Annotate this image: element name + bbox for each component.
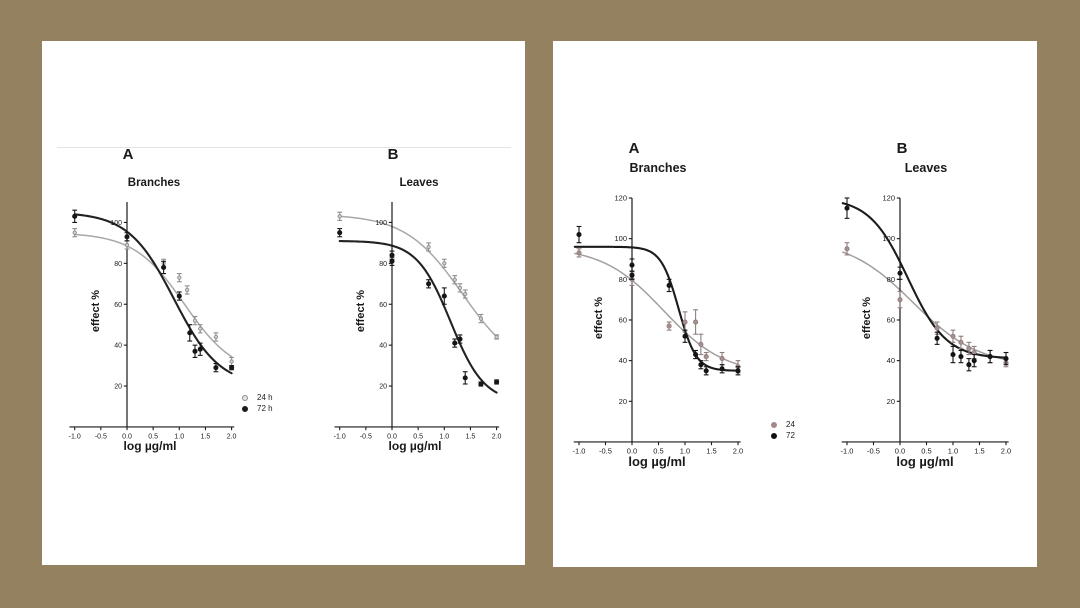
legend-label-72h: 72 h bbox=[257, 404, 273, 413]
svg-text:2.0: 2.0 bbox=[227, 433, 237, 440]
svg-text:120: 120 bbox=[882, 194, 895, 203]
svg-text:100: 100 bbox=[614, 234, 627, 243]
svg-text:80: 80 bbox=[887, 275, 895, 284]
svg-text:60: 60 bbox=[887, 315, 895, 324]
svg-text:0.0: 0.0 bbox=[122, 433, 132, 440]
panel-label-a: A bbox=[628, 140, 640, 157]
chart-title-branches: Branches bbox=[629, 161, 687, 175]
svg-text:1.5: 1.5 bbox=[974, 446, 984, 455]
legend-item-72: 72 bbox=[771, 430, 795, 441]
svg-text:-1.0: -1.0 bbox=[573, 446, 586, 455]
svg-text:0.5: 0.5 bbox=[921, 446, 931, 455]
svg-text:20: 20 bbox=[114, 384, 122, 391]
svg-text:-1.0: -1.0 bbox=[841, 446, 854, 455]
svg-text:20: 20 bbox=[379, 384, 387, 391]
chart-title-branches: Branches bbox=[127, 177, 181, 189]
svg-text:-0.5: -0.5 bbox=[599, 446, 612, 455]
svg-text:20: 20 bbox=[887, 397, 895, 406]
svg-text:20: 20 bbox=[619, 397, 627, 406]
svg-text:1.0: 1.0 bbox=[948, 446, 958, 455]
legend-label-72: 72 bbox=[786, 431, 795, 440]
svg-text:1.5: 1.5 bbox=[201, 433, 211, 440]
dose-response-plot-branches-left: -1.0 -0.5 0.0 0.5 1.0 1.5 2.0 20 40 60 80 100 bbox=[63, 195, 263, 448]
chart-panel-branches-left: A Branches effect % -1.0 -0.5 0.0 0.5 1.0 1.5… bbox=[50, 140, 270, 485]
svg-text:100: 100 bbox=[882, 234, 895, 243]
svg-text:1.0: 1.0 bbox=[174, 433, 184, 440]
right-figure-card: A Branches effect % -1.0 -0.5 0.0 0.5 1.0 1.5… bbox=[553, 41, 1037, 567]
svg-text:2.0: 2.0 bbox=[1001, 446, 1011, 455]
svg-text:2.0: 2.0 bbox=[733, 446, 743, 455]
svg-text:80: 80 bbox=[379, 261, 387, 268]
svg-text:0.0: 0.0 bbox=[387, 433, 397, 440]
svg-text:-1.0: -1.0 bbox=[334, 433, 346, 440]
panel-label-b: B bbox=[387, 146, 399, 163]
svg-text:-0.5: -0.5 bbox=[867, 446, 880, 455]
legend-label-24: 24 bbox=[786, 420, 795, 429]
legend-marker-24h-icon bbox=[242, 394, 248, 401]
x-axis-label: log µg/ml bbox=[628, 454, 686, 469]
dose-response-plot-branches-right: -1.0 -0.5 0.0 0.5 1.0 1.5 2.0 20 40 60 80 100 120 bbox=[568, 190, 768, 463]
svg-text:40: 40 bbox=[114, 343, 122, 350]
legend-marker-72h-icon bbox=[242, 405, 248, 412]
panel-label-a: A bbox=[122, 146, 134, 163]
svg-text:-0.5: -0.5 bbox=[360, 433, 372, 440]
svg-text:0.0: 0.0 bbox=[895, 446, 905, 455]
svg-text:1.5: 1.5 bbox=[466, 433, 476, 440]
svg-text:1.5: 1.5 bbox=[706, 446, 716, 455]
svg-text:80: 80 bbox=[619, 275, 627, 284]
svg-text:1.0: 1.0 bbox=[439, 433, 449, 440]
svg-text:0.5: 0.5 bbox=[413, 433, 423, 440]
svg-text:-1.0: -1.0 bbox=[69, 433, 81, 440]
legend-marker-72-icon bbox=[771, 432, 777, 439]
svg-text:120: 120 bbox=[614, 194, 627, 203]
legend-right: 24 72 bbox=[771, 419, 795, 441]
left-figure-card: A Branches effect % -1.0 -0.5 0.0 0.5 1.0 1.5… bbox=[42, 41, 525, 565]
chart-panel-leaves-left: B Leaves effect % -1.0 -0.5 0.0 0.5 1.0 1.5 2.… bbox=[315, 140, 535, 485]
panel-label-b: B bbox=[896, 140, 908, 157]
svg-text:0.5: 0.5 bbox=[653, 446, 663, 455]
svg-text:2.0: 2.0 bbox=[492, 433, 502, 440]
svg-text:60: 60 bbox=[114, 302, 122, 309]
chart-title-leaves: Leaves bbox=[904, 161, 948, 175]
svg-text:0.0: 0.0 bbox=[627, 446, 637, 455]
chart-title-leaves: Leaves bbox=[399, 177, 439, 189]
svg-text:60: 60 bbox=[379, 302, 387, 309]
legend-label-24h: 24 h bbox=[257, 393, 273, 402]
svg-text:0.5: 0.5 bbox=[148, 433, 158, 440]
svg-text:80: 80 bbox=[114, 261, 122, 268]
legend-item-24: 24 bbox=[771, 419, 795, 430]
x-axis-label: log µg/ml bbox=[388, 439, 442, 453]
chart-panel-leaves-right: B Leaves effect % -1.0 -0.5 0.0 0.5 1.0 1.5 2.… bbox=[823, 135, 1043, 480]
svg-text:100: 100 bbox=[110, 220, 122, 227]
dose-response-plot-leaves-right: -1.0 -0.5 0.0 0.5 1.0 1.5 2.0 20 40 60 80 100 120 bbox=[836, 190, 1036, 463]
legend-left: 24 h 72 h bbox=[242, 392, 273, 414]
x-axis-label: log µg/ml bbox=[896, 454, 954, 469]
svg-text:1.0: 1.0 bbox=[680, 446, 690, 455]
svg-text:100: 100 bbox=[375, 220, 387, 227]
svg-text:-0.5: -0.5 bbox=[95, 433, 107, 440]
separator-line bbox=[57, 147, 511, 148]
legend-item-72h: 72 h bbox=[242, 403, 273, 414]
legend-item-24h: 24 h bbox=[242, 392, 273, 403]
svg-text:60: 60 bbox=[619, 315, 627, 324]
dose-response-plot-leaves-left: -1.0 -0.5 0.0 0.5 1.0 1.5 2.0 20 40 60 80 100 bbox=[328, 195, 528, 448]
x-axis-label: log µg/ml bbox=[123, 439, 177, 453]
svg-text:40: 40 bbox=[619, 356, 627, 365]
svg-text:40: 40 bbox=[379, 343, 387, 350]
svg-text:40: 40 bbox=[887, 356, 895, 365]
chart-panel-branches-right: A Branches effect % -1.0 -0.5 0.0 0.5 1.0 1.5… bbox=[555, 135, 775, 480]
legend-marker-24-icon bbox=[771, 421, 777, 428]
